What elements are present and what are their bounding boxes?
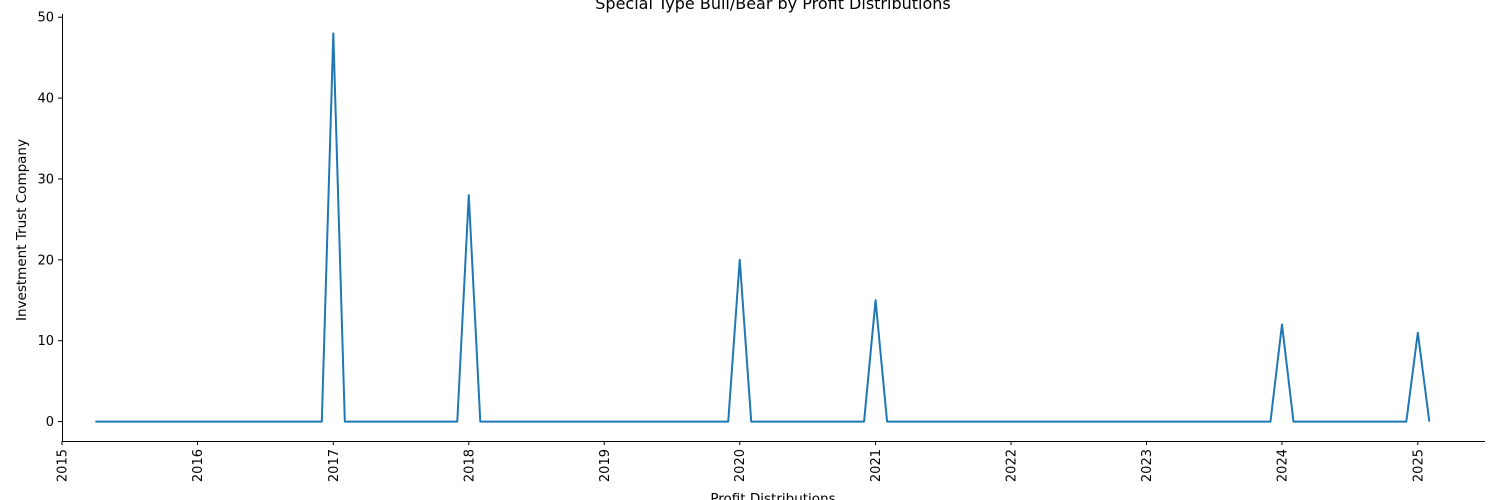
y-axis-label: Investment Trust Company bbox=[14, 139, 30, 321]
y-tick-label: 0 bbox=[46, 415, 54, 430]
y-tick-label: 20 bbox=[37, 253, 54, 268]
x-tick-label: 2022 bbox=[1005, 449, 1020, 482]
plot-area bbox=[95, 32, 1431, 423]
x-tick-label: 2016 bbox=[191, 449, 206, 482]
x-axis-label: Profit Distributions bbox=[710, 491, 835, 500]
y-axis-ticks: 0 10 20 30 40 50 bbox=[37, 11, 62, 430]
y-tick-label: 30 bbox=[37, 172, 54, 187]
y-tick-label: 10 bbox=[37, 334, 54, 349]
x-tick-label: 2015 bbox=[56, 449, 71, 482]
x-tick-label: 2020 bbox=[733, 449, 748, 482]
y-tick-label: 40 bbox=[37, 92, 54, 107]
x-axis-ticks: 2015 2016 2017 2018 2019 2020 2021 2022 2023 2024… bbox=[56, 441, 1426, 482]
x-tick-label: 2018 bbox=[462, 449, 477, 482]
x-tick-label: 2019 bbox=[598, 449, 613, 482]
chart-title: Special Type Bull/Bear by Profit Distrib… bbox=[595, 0, 950, 13]
x-tick-label: 2017 bbox=[327, 449, 342, 482]
y-tick-label: 50 bbox=[37, 11, 54, 26]
x-tick-label: 2021 bbox=[869, 449, 884, 482]
x-tick-label: 2023 bbox=[1140, 449, 1155, 482]
x-tick-label: 2024 bbox=[1275, 449, 1290, 482]
series-line bbox=[95, 32, 1431, 423]
x-tick-label: 2025 bbox=[1411, 449, 1426, 482]
